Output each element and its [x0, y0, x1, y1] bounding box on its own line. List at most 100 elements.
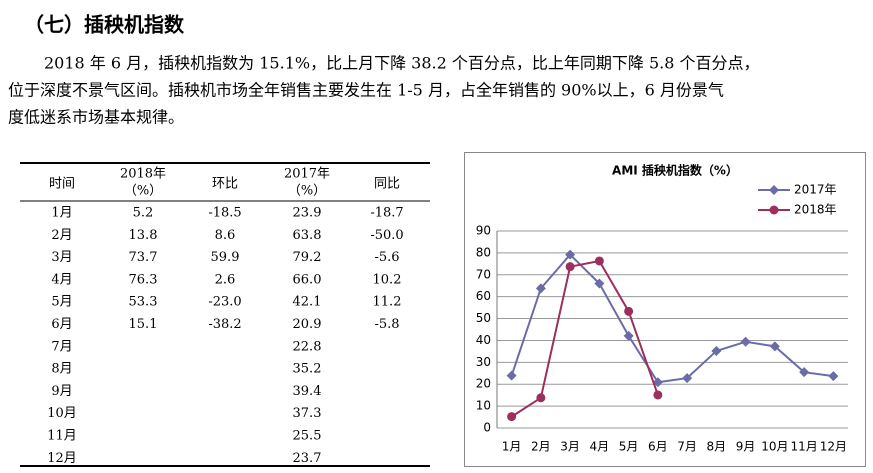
chart-title: AMI 插秧机指数（%） — [612, 163, 738, 178]
legend-label: 2018年 — [794, 203, 837, 217]
table-cell: 76.3 — [129, 272, 158, 287]
table-cell: 11.2 — [373, 295, 402, 310]
table-cell: 53.3 — [129, 295, 158, 310]
data-point — [769, 341, 780, 352]
table-cell: 20.9 — [293, 317, 322, 332]
table-cell: 10.2 — [373, 272, 402, 287]
x-tick-label: 1月 — [502, 440, 522, 454]
table-cell: 3月 — [51, 250, 72, 265]
table-cell: 12月 — [47, 451, 77, 466]
table-cell: 5月 — [51, 295, 72, 310]
table-cell: 23.9 — [293, 206, 322, 221]
table-cell: 59.9 — [211, 250, 240, 265]
legend-marker — [769, 205, 779, 215]
table-cell: -18.7 — [370, 206, 403, 221]
x-tick-label: 10月 — [761, 440, 788, 454]
y-tick-label: 30 — [476, 355, 491, 369]
table-cell: 8月 — [51, 362, 72, 377]
paragraph-line: 度低迷系市场基本规律。 — [8, 108, 184, 127]
table-cell: 15.1 — [129, 317, 158, 332]
data-point — [652, 377, 663, 388]
table-header: 2018年 — [120, 167, 166, 182]
table-cell: 4月 — [51, 272, 72, 287]
paragraph-line: 2018 年 6 月，插秧机指数为 15.1%，比上月下降 38.2 个百分点，… — [44, 54, 760, 73]
data-point — [623, 330, 634, 341]
y-tick-label: 20 — [476, 377, 491, 391]
table-header: 环比 — [212, 177, 238, 192]
data-point — [506, 370, 517, 381]
y-tick-label: 50 — [476, 311, 491, 325]
heading: （七）插秧机指数 — [24, 13, 185, 37]
y-tick-label: 70 — [476, 267, 491, 281]
table-cell: 6月 — [51, 317, 72, 332]
table-cell: 39.4 — [293, 384, 322, 399]
y-tick-label: 40 — [476, 333, 491, 347]
table-cell: 5.2 — [133, 206, 154, 221]
data-point — [682, 373, 693, 384]
data-point — [799, 367, 810, 378]
table-cell: 37.3 — [293, 406, 322, 421]
chart-frame — [464, 152, 866, 467]
data-point — [740, 336, 751, 347]
table-cell: 25.5 — [293, 429, 322, 444]
table-header: （%） — [288, 184, 326, 199]
table-cell: 35.2 — [293, 362, 322, 377]
data-point — [507, 412, 517, 422]
y-tick-label: 80 — [476, 245, 491, 259]
table-cell: 2月 — [51, 228, 72, 243]
table-header: 同比 — [374, 177, 400, 192]
table-cell: 11月 — [47, 429, 77, 444]
table-header: 时间 — [49, 177, 75, 192]
data-point — [536, 393, 546, 403]
data-point — [535, 283, 546, 294]
table-cell: -38.2 — [208, 317, 241, 332]
x-tick-label: 12月 — [820, 440, 847, 454]
data-point — [565, 249, 576, 260]
table-cell: 7月 — [51, 339, 72, 354]
table-header: （%） — [124, 184, 162, 199]
x-tick-label: 9月 — [736, 440, 756, 454]
data-point — [594, 278, 605, 289]
table-cell: 10月 — [47, 406, 77, 421]
table-cell: 42.1 — [293, 295, 322, 310]
table-cell: -18.5 — [208, 206, 241, 221]
table-cell: 1月 — [51, 206, 72, 221]
paragraph-line: 位于深度不景气区间。插秧机市场全年销售主要发生在 1-5 月，占全年销售的 90… — [8, 81, 724, 100]
legend-marker — [769, 185, 779, 195]
y-tick-label: 60 — [476, 289, 491, 303]
table-cell: -5.8 — [374, 317, 399, 332]
data-point — [653, 390, 663, 400]
x-tick-label: 3月 — [560, 440, 580, 454]
legend-label: 2017年 — [794, 183, 837, 197]
table-cell: 8.6 — [215, 228, 236, 243]
table-cell: 79.2 — [293, 250, 322, 265]
x-tick-label: 4月 — [590, 440, 610, 454]
data-point — [565, 262, 575, 272]
table-cell: 9月 — [51, 384, 72, 399]
table-cell: -23.0 — [208, 295, 241, 310]
data-point — [624, 306, 634, 316]
x-tick-label: 5月 — [619, 440, 639, 454]
table-cell: 66.0 — [293, 272, 322, 287]
y-tick-label: 0 — [483, 421, 491, 435]
x-tick-label: 11月 — [790, 440, 817, 454]
table-cell: 73.7 — [129, 250, 158, 265]
table-cell: 23.7 — [293, 451, 322, 466]
data-point — [828, 371, 839, 382]
y-tick-label: 10 — [476, 399, 491, 413]
table-cell: 2.6 — [215, 272, 236, 287]
data-point — [594, 256, 604, 266]
table-header: 2017年 — [284, 167, 330, 182]
series-line — [511, 259, 659, 418]
x-tick-label: 7月 — [677, 440, 697, 454]
x-tick-label: 8月 — [707, 440, 727, 454]
table-cell: -5.6 — [374, 250, 399, 265]
table-cell: 13.8 — [129, 228, 158, 243]
series-line — [510, 253, 834, 384]
table-cell: -50.0 — [370, 228, 403, 243]
table-cell: 63.8 — [293, 228, 322, 243]
y-tick-label: 90 — [476, 224, 491, 238]
table-cell: 22.8 — [293, 339, 322, 354]
